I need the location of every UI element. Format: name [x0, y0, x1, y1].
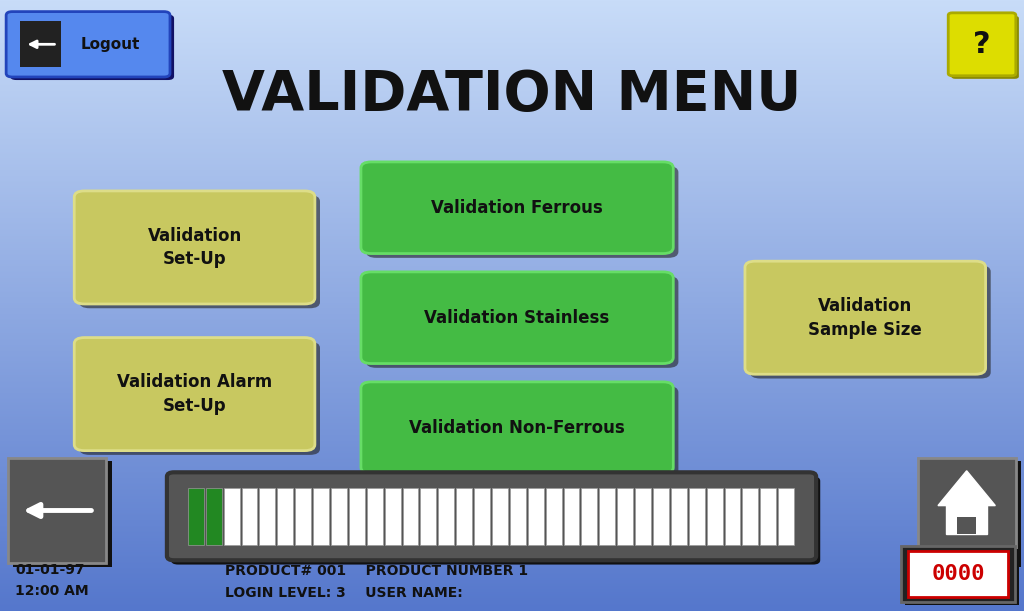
- Polygon shape: [938, 470, 995, 506]
- FancyBboxPatch shape: [367, 276, 679, 368]
- FancyBboxPatch shape: [361, 272, 674, 364]
- Bar: [313, 488, 329, 545]
- FancyBboxPatch shape: [923, 461, 1021, 567]
- Bar: [385, 488, 400, 545]
- Bar: [223, 488, 240, 545]
- FancyBboxPatch shape: [80, 196, 319, 308]
- FancyBboxPatch shape: [361, 162, 674, 254]
- Bar: [546, 488, 561, 545]
- Text: 01-01-97
12:00 AM: 01-01-97 12:00 AM: [15, 563, 89, 598]
- Bar: [617, 488, 633, 545]
- FancyBboxPatch shape: [367, 386, 679, 478]
- Bar: [206, 488, 221, 545]
- Text: Validation Non-Ferrous: Validation Non-Ferrous: [410, 419, 625, 437]
- Bar: [421, 488, 436, 545]
- Bar: [599, 488, 615, 545]
- FancyBboxPatch shape: [744, 262, 985, 374]
- Text: Validation Ferrous: Validation Ferrous: [431, 199, 603, 217]
- Bar: [563, 488, 580, 545]
- FancyBboxPatch shape: [905, 549, 1019, 605]
- Bar: [188, 488, 204, 545]
- Bar: [635, 488, 651, 545]
- Bar: [725, 488, 740, 545]
- Bar: [761, 488, 776, 545]
- FancyBboxPatch shape: [750, 266, 990, 379]
- FancyBboxPatch shape: [167, 472, 816, 560]
- FancyBboxPatch shape: [8, 458, 106, 563]
- Bar: [492, 488, 508, 545]
- Text: Validation
Sample Size: Validation Sample Size: [808, 297, 923, 338]
- Bar: [402, 488, 419, 545]
- FancyBboxPatch shape: [361, 382, 674, 474]
- FancyBboxPatch shape: [951, 16, 1019, 79]
- Bar: [653, 488, 669, 545]
- Bar: [295, 488, 311, 545]
- Text: ?: ?: [973, 30, 991, 59]
- Bar: [474, 488, 489, 545]
- Bar: [259, 488, 275, 545]
- Bar: [582, 488, 597, 545]
- Bar: [367, 488, 383, 545]
- Text: Validation
Set-Up: Validation Set-Up: [147, 227, 242, 268]
- Text: 0000: 0000: [931, 564, 985, 584]
- FancyBboxPatch shape: [918, 458, 1016, 563]
- FancyBboxPatch shape: [948, 13, 1016, 76]
- FancyBboxPatch shape: [901, 546, 1015, 602]
- FancyBboxPatch shape: [367, 166, 679, 258]
- FancyBboxPatch shape: [6, 12, 170, 77]
- FancyBboxPatch shape: [10, 15, 174, 80]
- Bar: [957, 517, 976, 534]
- Bar: [349, 488, 365, 545]
- FancyBboxPatch shape: [75, 191, 315, 304]
- Text: Validation Stainless: Validation Stainless: [425, 309, 609, 327]
- Text: Logout: Logout: [81, 37, 140, 52]
- FancyBboxPatch shape: [171, 477, 820, 565]
- FancyBboxPatch shape: [80, 342, 319, 455]
- Text: Validation Alarm
Set-Up: Validation Alarm Set-Up: [117, 373, 272, 415]
- Text: VALIDATION MENU: VALIDATION MENU: [222, 68, 802, 122]
- Bar: [438, 488, 455, 545]
- Bar: [527, 488, 544, 545]
- Bar: [707, 488, 723, 545]
- Text: PRODUCT# 001    PRODUCT NUMBER 1
LOGIN LEVEL: 3    USER NAME:: PRODUCT# 001 PRODUCT NUMBER 1 LOGIN LEVE…: [225, 564, 528, 599]
- Bar: [778, 488, 795, 545]
- Bar: [331, 488, 347, 545]
- Bar: [278, 488, 293, 545]
- Bar: [457, 488, 472, 545]
- Bar: [671, 488, 687, 545]
- Bar: [242, 488, 257, 545]
- Bar: [510, 488, 525, 545]
- FancyBboxPatch shape: [908, 551, 1008, 597]
- FancyBboxPatch shape: [75, 337, 315, 451]
- FancyBboxPatch shape: [13, 461, 112, 567]
- Bar: [20, 21, 61, 67]
- Bar: [689, 488, 705, 545]
- Bar: [946, 503, 987, 534]
- Bar: [742, 488, 759, 545]
